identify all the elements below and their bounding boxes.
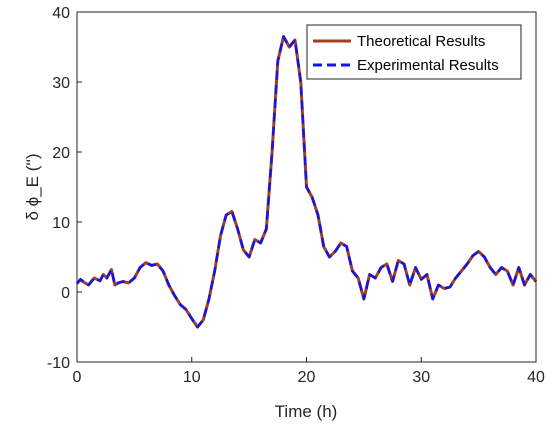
x-tick-label: 20 xyxy=(298,369,316,386)
y-tick-label: 0 xyxy=(61,285,70,302)
y-tick-label: 30 xyxy=(52,75,70,92)
y-tick-label: 10 xyxy=(52,215,70,232)
legend-box xyxy=(306,24,522,80)
x-tick-label: 0 xyxy=(73,369,82,386)
y-tick-label: 20 xyxy=(52,145,70,162)
legend-label-theoretical: Theoretical Results xyxy=(357,33,485,50)
x-axis-label: Time (h) xyxy=(275,402,338,421)
legend: Theoretical Results Experimental Results xyxy=(306,24,522,80)
x-tick-label: 40 xyxy=(527,369,545,386)
y-tick-label: 40 xyxy=(52,5,70,22)
series-line-experimental xyxy=(76,35,537,329)
series-layer xyxy=(75,35,538,329)
y-tick-label: -10 xyxy=(47,355,70,372)
y-axis-label: δ ϕ_E ('') xyxy=(23,153,42,220)
x-tick-label: 10 xyxy=(183,369,201,386)
x-tick-label: 30 xyxy=(412,369,430,386)
legend-label-experimental: Experimental Results xyxy=(357,57,499,74)
